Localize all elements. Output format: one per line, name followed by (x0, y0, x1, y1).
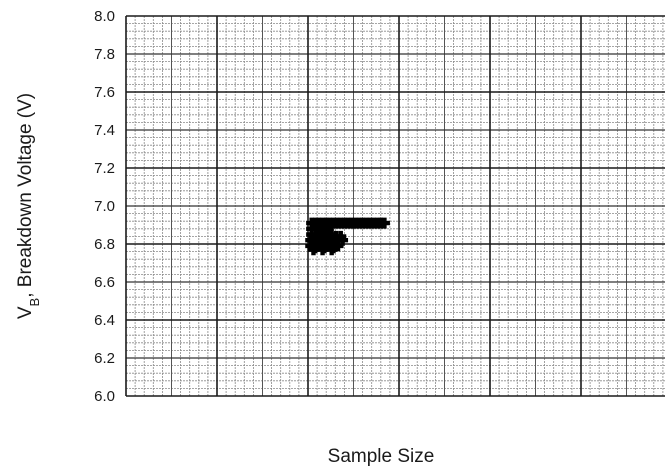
data-point (326, 244, 338, 256)
data-points (305, 217, 390, 256)
y-tick-label: 7.0 (94, 198, 115, 215)
data-point (332, 240, 344, 252)
y-tick-label: 6.2 (94, 350, 115, 367)
y-tick-label: 6.8 (94, 236, 115, 253)
data-point (337, 234, 349, 246)
y-tick-label: 8.0 (94, 8, 115, 25)
major-gridlines (125, 15, 665, 397)
y-tick-label: 7.8 (94, 46, 115, 63)
y-axis-title: VB, Breakdown Voltage (V) (15, 93, 42, 319)
y-tick-labels: 6.0 6.2 6.4 6.6 6.8 7.0 7.2 7.4 7.6 7.8 8.0 (94, 8, 115, 405)
x-axis-title: Sample Size (328, 446, 435, 466)
y-tick-label: 6.4 (94, 312, 115, 329)
data-point (378, 217, 390, 229)
y-tick-label: 7.4 (94, 122, 115, 139)
y-tick-label: 6.6 (94, 274, 115, 291)
y-tick-label: 6.0 (94, 388, 115, 405)
mid-gridlines (126, 16, 665, 396)
y-tick-label: 7.6 (94, 84, 115, 101)
data-point (317, 244, 329, 256)
data-point (322, 223, 334, 235)
data-point (307, 244, 319, 256)
y-tick-label: 7.2 (94, 160, 115, 177)
